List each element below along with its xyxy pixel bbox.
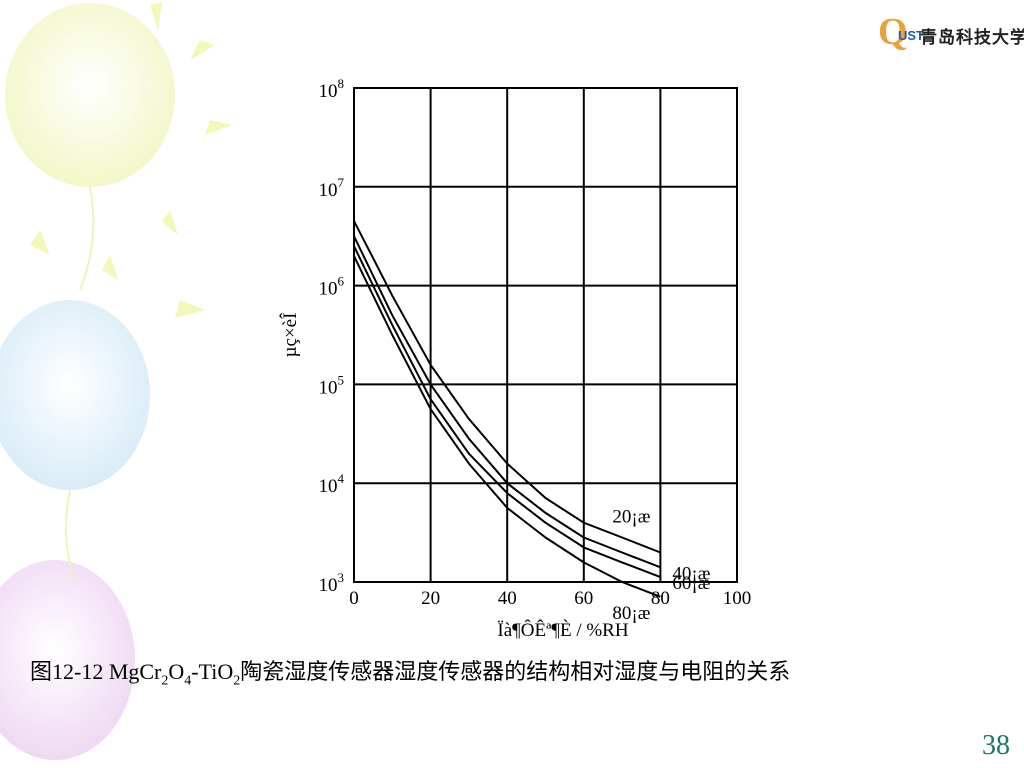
x-tick-labels: 0 20 40 60 80 100 — [349, 588, 751, 609]
x-tick-label: 0 — [349, 588, 359, 609]
y-tick-label: 108 — [319, 76, 345, 102]
y-tick-base: 10 — [319, 81, 338, 102]
y-tick-base: 10 — [319, 575, 338, 596]
y-tick-label: 105 — [319, 372, 345, 398]
series-line — [353, 220, 661, 554]
plot-frame — [353, 87, 738, 583]
y-tick-label: 103 — [319, 570, 345, 596]
y-tick-base: 10 — [319, 180, 338, 201]
series-line — [353, 235, 661, 569]
series-label: 20¡æ — [612, 506, 650, 527]
x-tick-label: 40 — [498, 588, 517, 609]
logo-mark-q: Q — [878, 11, 908, 53]
x-axis-label: Ïà¶ÔÊª¶È / %RH — [497, 619, 628, 641]
caption-sub-3: 2 — [233, 673, 241, 689]
series-label: 60¡æ — [672, 573, 710, 594]
series-label: 80¡æ — [612, 603, 650, 624]
x-tick-label: 60 — [574, 588, 593, 609]
caption-sub-1: 2 — [161, 673, 169, 689]
y-tick-base: 10 — [319, 377, 338, 398]
y-tick-exponent: 8 — [338, 76, 345, 91]
y-tick-base: 10 — [319, 279, 338, 300]
figure-caption: 图12-12 MgCr2O4-TiO2陶瓷湿度传感器湿度传感器的结构相对湿度与电… — [30, 654, 1020, 689]
y-axis-label: µç×èÎ — [279, 312, 301, 358]
y-tick-label: 104 — [319, 471, 345, 497]
y-tick-label: 106 — [319, 274, 345, 300]
x-tick-label: 20 — [421, 588, 440, 609]
x-tick-label: 100 — [723, 588, 752, 609]
series-lines — [353, 220, 661, 598]
university-name: 青岛科技大学 — [920, 28, 1024, 48]
y-tick-base: 10 — [319, 476, 338, 497]
x-tick-label: 80 — [651, 588, 670, 609]
y-tick-exponent: 7 — [338, 175, 345, 190]
string-lines — [65, 186, 95, 581]
y-tick-exponent: 3 — [338, 570, 345, 585]
purple-balloon — [0, 560, 135, 760]
caption-prefix: 图12-12 MgCr — [30, 659, 162, 684]
yellow-balloon — [5, 3, 175, 187]
university-logo: Q UST 青岛科技大学 — [872, 6, 1024, 56]
page-number: 38 — [982, 730, 1010, 761]
y-tick-exponent: 6 — [338, 274, 345, 289]
sun-rays — [30, 2, 232, 318]
caption-mid-1: O — [168, 659, 185, 684]
caption-sub-2: 4 — [184, 673, 192, 689]
caption-mid-2: -TiO — [191, 659, 234, 684]
caption-suffix: 陶瓷湿度传感器湿度传感器的结构相对湿度与电阻的关系 — [240, 659, 791, 684]
balloon-decoration — [0, 2, 232, 760]
blue-balloon — [0, 300, 150, 490]
logo-mark-ust: UST — [898, 28, 924, 43]
y-tick-label: 107 — [319, 175, 345, 201]
series-line — [353, 255, 661, 598]
series-labels: 20¡æ 40¡æ60¡æ 80¡æ — [612, 506, 710, 623]
series-line — [353, 245, 661, 579]
y-tick-exponent: 5 — [338, 372, 345, 387]
grid-lines — [354, 88, 737, 582]
y-tick-exponent: 4 — [338, 471, 345, 486]
series-label: 40¡æ — [672, 563, 710, 584]
